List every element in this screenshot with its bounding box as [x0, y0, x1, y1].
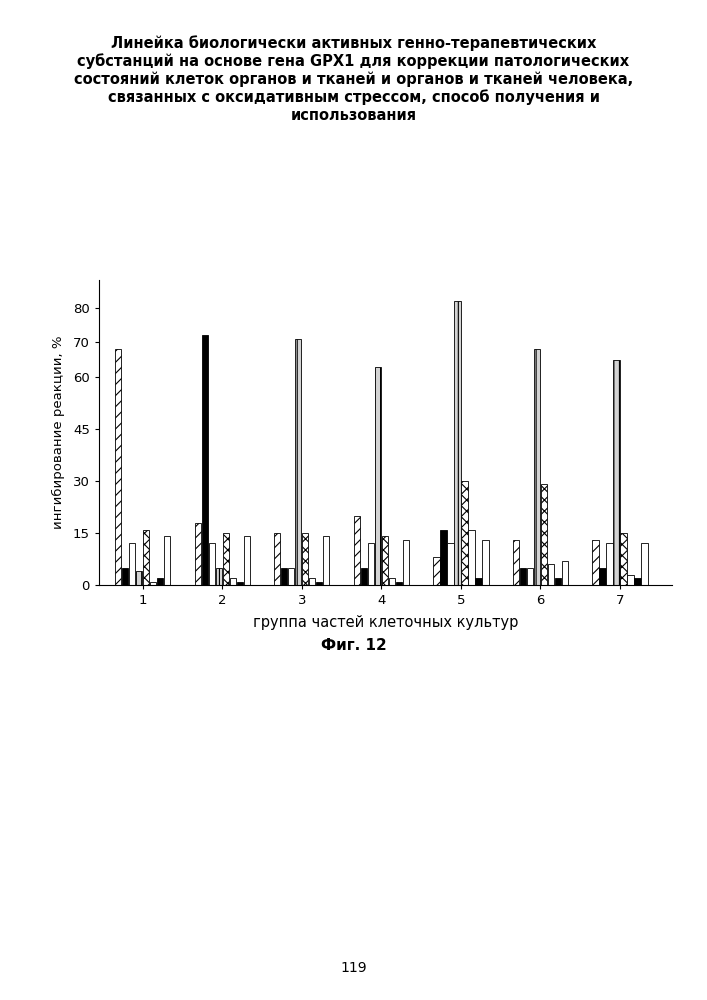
Bar	[323, 536, 329, 585]
Bar	[527, 568, 533, 585]
Bar	[157, 578, 163, 585]
Bar	[454, 301, 460, 585]
Bar	[520, 568, 526, 585]
Bar	[354, 516, 360, 585]
Bar	[482, 540, 489, 585]
Bar	[194, 523, 201, 585]
Bar	[592, 540, 599, 585]
Bar	[288, 568, 294, 585]
Bar	[468, 530, 474, 585]
Text: Фиг. 12: Фиг. 12	[321, 638, 386, 652]
Bar	[375, 367, 381, 585]
Bar	[281, 568, 288, 585]
Bar	[627, 575, 633, 585]
Bar	[389, 578, 395, 585]
Bar	[309, 578, 315, 585]
Bar	[620, 533, 626, 585]
Bar	[548, 564, 554, 585]
Bar	[403, 540, 409, 585]
Bar	[361, 568, 367, 585]
Bar	[230, 578, 236, 585]
Bar	[634, 578, 641, 585]
X-axis label: группа частей клеточных культур: группа частей клеточных культур	[252, 615, 518, 630]
Bar	[607, 543, 612, 585]
Bar	[244, 536, 250, 585]
Bar	[534, 349, 540, 585]
Bar	[129, 543, 135, 585]
Bar	[600, 568, 606, 585]
Bar	[209, 543, 215, 585]
Bar	[613, 360, 619, 585]
Bar	[382, 536, 388, 585]
Bar	[274, 533, 281, 585]
Bar	[122, 568, 129, 585]
Bar	[440, 530, 447, 585]
Bar	[295, 339, 301, 585]
Bar	[475, 578, 481, 585]
Bar	[136, 571, 142, 585]
Bar	[396, 582, 402, 585]
Bar	[223, 533, 229, 585]
Bar	[150, 582, 156, 585]
Y-axis label: ингибирование реакции, %: ингибирование реакции, %	[52, 336, 64, 529]
Bar	[201, 335, 208, 585]
Bar	[302, 533, 308, 585]
Bar	[237, 582, 243, 585]
Bar	[461, 481, 467, 585]
Bar	[164, 536, 170, 585]
Text: Линейка биологически активных генно-терапевтических
субстанций на основе гена GP: Линейка биологически активных генно-тера…	[74, 35, 633, 123]
Bar	[541, 484, 547, 585]
Bar	[433, 557, 440, 585]
Bar	[513, 540, 519, 585]
Bar	[115, 349, 122, 585]
Bar	[316, 582, 322, 585]
Text: 119: 119	[340, 961, 367, 975]
Bar	[368, 543, 374, 585]
Bar	[143, 530, 149, 585]
Bar	[562, 561, 568, 585]
Bar	[555, 578, 561, 585]
Bar	[641, 543, 648, 585]
Bar	[216, 568, 222, 585]
Bar	[448, 543, 453, 585]
